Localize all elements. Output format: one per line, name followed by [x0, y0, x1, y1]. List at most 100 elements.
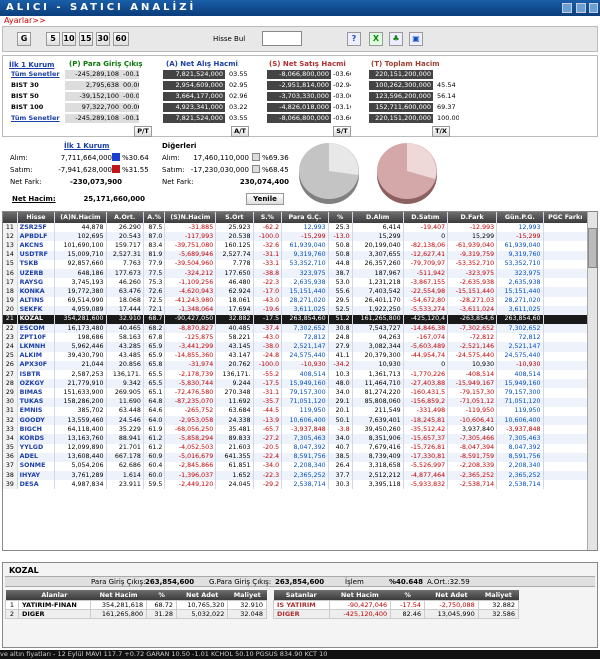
- summary-row-name[interactable]: BIST 50: [11, 92, 39, 100]
- table-row[interactable]: 22 ESCOM 16,173,480 40.465 68.2 -8,870,827 40.…: [3, 324, 589, 334]
- table-row[interactable]: 12 APBDLF 102,695 20.543 87.0 -117,993 20.538-…: [3, 232, 589, 242]
- buyer-row[interactable]: 2 DIGER 161,265,800 31.28 5,032,022 32.048: [5, 608, 267, 619]
- scrollbar-thumb[interactable]: [588, 228, 597, 268]
- table-cell: 160.125: [215, 241, 254, 251]
- kurum-link[interactable]: İlk 1 Kurum: [64, 142, 110, 150]
- column-header[interactable]: S.Ort: [215, 212, 254, 223]
- table-cell: 61.2: [143, 434, 166, 444]
- close-icon[interactable]: [589, 3, 598, 13]
- table-row[interactable]: 26 APX30F 21,044 20.856 65.8 -31,974 20.762 -10…: [3, 360, 589, 370]
- table-row[interactable]: 37 SONME 5,054,206 62.686 60.4 -2,845,866 61.8…: [3, 461, 589, 472]
- yenile-button[interactable]: Yenile: [246, 193, 284, 205]
- buyer-row[interactable]: 1 YATIRIM-FINAN 354,281,618 68.72 10,765,320…: [5, 599, 267, 610]
- table-row[interactable]: 27 ISBTR 2,587,253 136,171. 65.5 -2,178,739 13…: [3, 370, 589, 380]
- period-30-button[interactable]: 30: [96, 32, 110, 46]
- buyer-cell: 68.72: [146, 599, 177, 610]
- table-row[interactable]: 17 RAYSG 3,745,193 46.260 75.3 -1,109,256 46.4…: [3, 278, 589, 288]
- table-cell: 15,299: [447, 232, 498, 242]
- table-row[interactable]: 25 ALKIM 39,430,790 43.485 65.9 -14,855,360 43…: [3, 351, 589, 361]
- column-header[interactable]: A.Ort.: [106, 212, 144, 223]
- column-header[interactable]: S.%: [253, 212, 283, 223]
- pgc-header: (P) Para Giriş Çıkış: [69, 60, 143, 68]
- first-link[interactable]: İlk 1 Kurum: [9, 61, 55, 69]
- period-60-button[interactable]: 60: [113, 32, 129, 46]
- table-cell: 85,808,060: [352, 397, 404, 407]
- table-row[interactable]: 32 GOODY 13,559,460 24.546 64.0 -2,953,058 24.…: [3, 415, 589, 426]
- table-row[interactable]: 39 DESA 4,987,834 23.911 59.5 -2,449,120 24.04…: [3, 480, 589, 490]
- pgc-value: 263,854,600: [145, 578, 195, 586]
- table-row[interactable]: 29 BIMAS 151,633,900 269.905 65.1 -72,476,580…: [3, 388, 589, 398]
- summary-row-name[interactable]: Tüm Senetler: [11, 114, 60, 122]
- snh-header: (S) Net Satış Hacmi: [269, 60, 346, 68]
- table-row[interactable]: 16 UZERB 648,186 177.673 77.5 -324,212 177.650…: [3, 268, 589, 279]
- table-row[interactable]: 13 AKCNS 101,690,100 159.717 83.4 -39,751,080…: [3, 241, 589, 251]
- grid-scrollbar[interactable]: [587, 212, 597, 550]
- hisse-search-input[interactable]: [262, 31, 302, 46]
- table-row[interactable]: 20 SEKFK 4,959,089 17.444 72.1 -1,348,064 17.6…: [3, 305, 589, 315]
- twitter-icon[interactable]: [562, 3, 572, 13]
- tx-button[interactable]: T/X: [432, 126, 450, 137]
- column-header: [5, 590, 19, 600]
- seller-row[interactable]: IS YATIRIM -90,427,046 -17.54 -2,750,088 32.…: [273, 599, 520, 610]
- table-cell: SEKFK: [17, 305, 56, 315]
- settings-menu[interactable]: Ayarlar>>: [4, 16, 46, 25]
- table-cell: 641.355: [215, 452, 254, 462]
- table-cell: 72.6: [143, 287, 166, 297]
- table-cell: 38.7: [328, 268, 353, 279]
- stock-grid[interactable]: Hisse (A)N.Hacim A.Ort. A.% (S)N.Hacim S.Ort S…: [2, 211, 598, 551]
- table-row[interactable]: 21 KOZAL 354,281,600 32.910 68.7 -90,427,050 3…: [3, 314, 589, 325]
- seller-row[interactable]: DIGER -425,120,400 82.46 13,045,990 32.586: [273, 608, 520, 619]
- table-row[interactable]: 36 ADEL 13,608,440 667.178 60.9 -5,016,679 641…: [3, 452, 589, 462]
- column-header[interactable]: Para G.Ç.: [281, 212, 329, 223]
- table-cell: -5,526,997: [403, 461, 449, 472]
- column-header[interactable]: D.Alım: [352, 212, 404, 223]
- table-row[interactable]: 19 ALTINS 69,514,990 18.068 72.5 -41,243,980 1…: [3, 296, 589, 306]
- table-cell: -7,302,652: [447, 324, 498, 334]
- st-button[interactable]: S/T: [333, 126, 351, 137]
- digerleri-label: Diğerleri: [162, 142, 197, 150]
- table-cell: LKMNH: [17, 342, 56, 352]
- period-5-button[interactable]: 5: [46, 32, 60, 46]
- summary-row-name[interactable]: BIST 100: [11, 103, 44, 111]
- period-10-button[interactable]: 10: [62, 32, 76, 46]
- table-row[interactable]: 33 BIGCH 64,118,400 35.229 61.9 -68,056,250 35…: [3, 425, 589, 435]
- column-header[interactable]: (S)N.Hacim: [164, 212, 217, 223]
- table-cell: -24.8: [253, 351, 283, 361]
- column-header[interactable]: D.Fark: [447, 212, 498, 223]
- summary-row-name[interactable]: BIST 30: [11, 81, 39, 89]
- period-15-button[interactable]: 15: [79, 32, 93, 46]
- table-row[interactable]: 34 KORDS 13,163,760 88.941 61.2 -5,858,294 89.…: [3, 434, 589, 444]
- table-cell: 24.546: [106, 415, 144, 426]
- column-header[interactable]: PGC Farkı: [543, 212, 589, 223]
- table-cell: 270.348: [215, 388, 254, 398]
- table-cell: 20.762: [215, 360, 254, 370]
- table-row[interactable]: 14 USDTRF 15,009,710 2,527.31 81.9 -5,689,946…: [3, 250, 589, 260]
- table-row[interactable]: 38 IHYAY 3,761,289 1.614 60.0 -1,396,037 1.652…: [3, 471, 589, 481]
- table-row[interactable]: 35 YYLGD 12,099,890 21.701 61.2 -4,052,503 21.…: [3, 443, 589, 453]
- table-cell: 63.448: [106, 406, 144, 416]
- at-button[interactable]: A/T: [231, 126, 249, 137]
- table-row[interactable]: 30 TUKAS 158,286,200 11.690 64.8 -87,235,070 1…: [3, 397, 589, 407]
- users-icon[interactable]: ♣: [389, 32, 403, 46]
- column-header[interactable]: %: [328, 212, 353, 223]
- table-row[interactable]: 23 ZPT10F 198,686 58.163 67.8 -125,875 58.221-…: [3, 333, 589, 343]
- table-row[interactable]: 28 OZKGY 21,779,910 9.342 65.5 -5,830,744 9.24…: [3, 379, 589, 389]
- table-row[interactable]: 24 LKMNH 5,962,446 43.285 65.9 -3,441,299 43.1…: [3, 342, 589, 352]
- restore-icon[interactable]: [576, 3, 586, 13]
- summary-row-name[interactable]: Tüm Senetler: [11, 70, 60, 78]
- excel-icon[interactable]: X: [369, 32, 383, 46]
- pt-button[interactable]: P/T: [134, 126, 152, 137]
- help-icon[interactable]: ?: [347, 32, 361, 46]
- table-row[interactable]: 15 TSKB 92,857,660 7.763 77.9 -39,504,960 7.77…: [3, 259, 589, 269]
- column-header[interactable]: D.Satım: [403, 212, 449, 223]
- table-row[interactable]: 18 KONKA 19,772,380 63.476 72.6 -4,620,943 62.…: [3, 287, 589, 297]
- table-row[interactable]: 31 EMNIS 385,702 63.448 64.6 -265,752 63.684 -4…: [3, 406, 589, 416]
- column-header[interactable]: A.%: [143, 212, 166, 223]
- column-header[interactable]: Gün.P.G.: [496, 212, 544, 223]
- column-header[interactable]: (A)N.Hacim: [54, 212, 107, 223]
- g-button[interactable]: G: [17, 32, 31, 46]
- column-header[interactable]: Hisse: [17, 212, 56, 223]
- print-icon[interactable]: ▣: [409, 32, 423, 46]
- column-header[interactable]: [3, 212, 18, 223]
- table-row[interactable]: 11 ZSR25F 44,878 26.290 87.5 -31,885 25.923 -62…: [3, 223, 589, 233]
